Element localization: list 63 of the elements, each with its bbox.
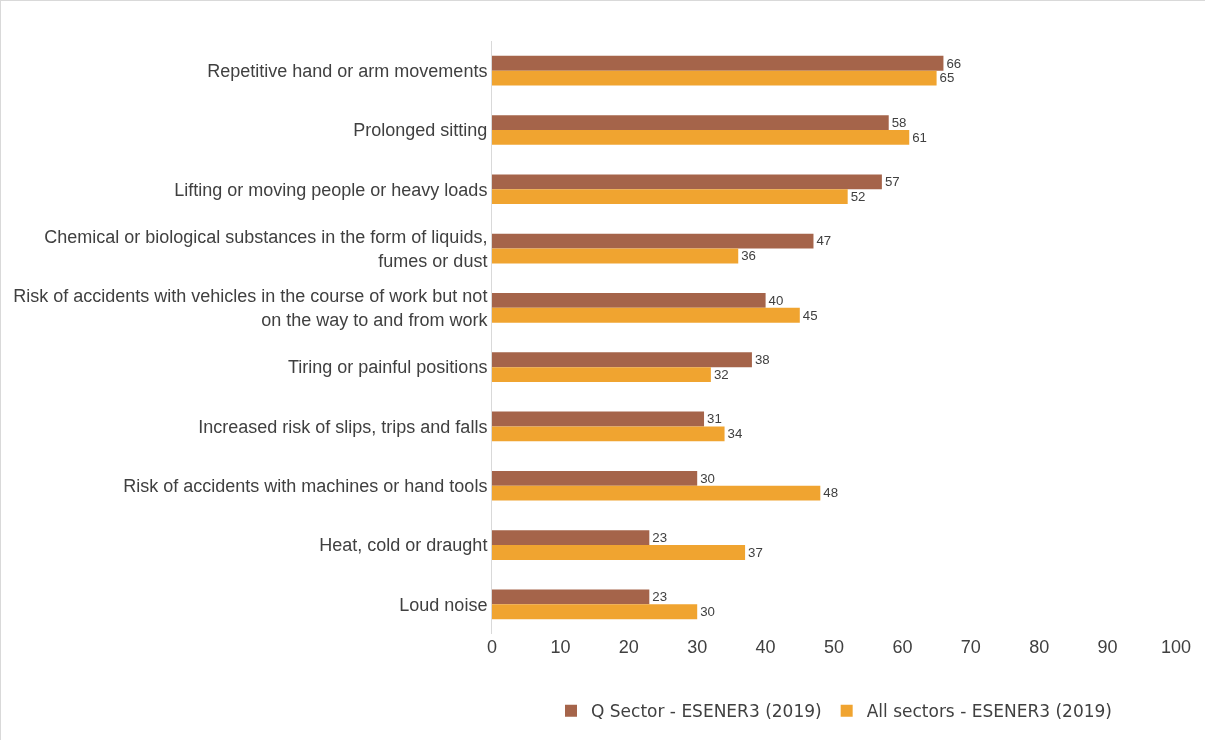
x-tick-label: 20 bbox=[618, 637, 639, 657]
bar bbox=[492, 589, 650, 605]
data-label: 38 bbox=[754, 352, 770, 368]
x-tick-label: 10 bbox=[550, 637, 571, 657]
y-tick-label: Risk of accidents with vehicles in the course of work but not on the way to and from work bbox=[13, 286, 489, 330]
bar bbox=[492, 189, 848, 205]
bar bbox=[492, 293, 766, 308]
bar bbox=[492, 367, 711, 382]
data-label: 47 bbox=[816, 233, 832, 249]
x-tick-label: 60 bbox=[892, 637, 913, 657]
bar bbox=[492, 530, 650, 546]
bar bbox=[492, 307, 800, 323]
data-label: 66 bbox=[946, 55, 962, 71]
legend-label: All sectors - ESENER3 (2019) bbox=[866, 701, 1112, 722]
y-tick-label: Loud noise bbox=[399, 594, 488, 615]
bar bbox=[492, 426, 725, 442]
x-tick-label: 0 bbox=[486, 637, 498, 657]
data-label: 57 bbox=[884, 174, 900, 190]
data-label: 65 bbox=[939, 70, 955, 86]
y-tick-label: Prolonged sitting bbox=[353, 120, 488, 141]
data-label: 37 bbox=[748, 544, 763, 560]
bar bbox=[492, 604, 698, 620]
bar bbox=[492, 470, 698, 486]
data-label: 31 bbox=[707, 411, 722, 427]
data-label: 34 bbox=[727, 426, 743, 442]
data-label: 58 bbox=[891, 114, 907, 130]
data-label: 23 bbox=[652, 529, 668, 545]
y-tick-label: Tiring or painful positions bbox=[287, 357, 488, 378]
x-tick-label: 40 bbox=[755, 637, 776, 657]
bar bbox=[492, 70, 937, 86]
x-tick-label: 90 bbox=[1097, 637, 1118, 657]
y-tick-label: Lifting or moving people or heavy loads bbox=[174, 179, 488, 200]
data-label: 40 bbox=[768, 292, 784, 308]
x-tick-label: 30 bbox=[687, 637, 708, 657]
bar bbox=[492, 352, 752, 368]
y-tick-label: Risk of accidents with machines or hand tools bbox=[123, 476, 488, 497]
bar bbox=[492, 115, 889, 130]
y-tick-label: Chemical or biological substances in the form of liquids, fumes or dust bbox=[44, 227, 488, 271]
bar bbox=[492, 129, 910, 145]
data-label: 45 bbox=[802, 307, 818, 323]
x-tick-label: 70 bbox=[960, 637, 981, 657]
data-label: 61 bbox=[912, 129, 927, 145]
x-tick-label: 80 bbox=[1029, 637, 1050, 657]
y-tick-label: Repetitive hand or arm movements bbox=[207, 60, 488, 81]
data-label: 30 bbox=[700, 604, 715, 620]
bar bbox=[492, 411, 705, 427]
x-tick-label: 100 bbox=[1160, 637, 1192, 657]
bar bbox=[492, 55, 944, 71]
data-label: 30 bbox=[700, 470, 715, 486]
x-tick-label: 50 bbox=[823, 637, 845, 657]
bar bbox=[492, 248, 739, 264]
data-label: 48 bbox=[823, 485, 839, 501]
y-tick-label: Heat, cold or draught bbox=[319, 535, 488, 556]
y-tick-label: Increased risk of slips, trips and falls bbox=[198, 416, 488, 437]
data-label: 23 bbox=[652, 589, 668, 605]
bar bbox=[492, 174, 882, 190]
bar bbox=[492, 233, 814, 249]
data-label: 36 bbox=[741, 248, 756, 264]
bar bbox=[492, 545, 746, 560]
data-label: 52 bbox=[850, 188, 866, 204]
data-label: 32 bbox=[713, 366, 729, 382]
legend-label: Q Sector - ESENER3 (2019) bbox=[591, 701, 822, 722]
bar bbox=[492, 485, 821, 501]
